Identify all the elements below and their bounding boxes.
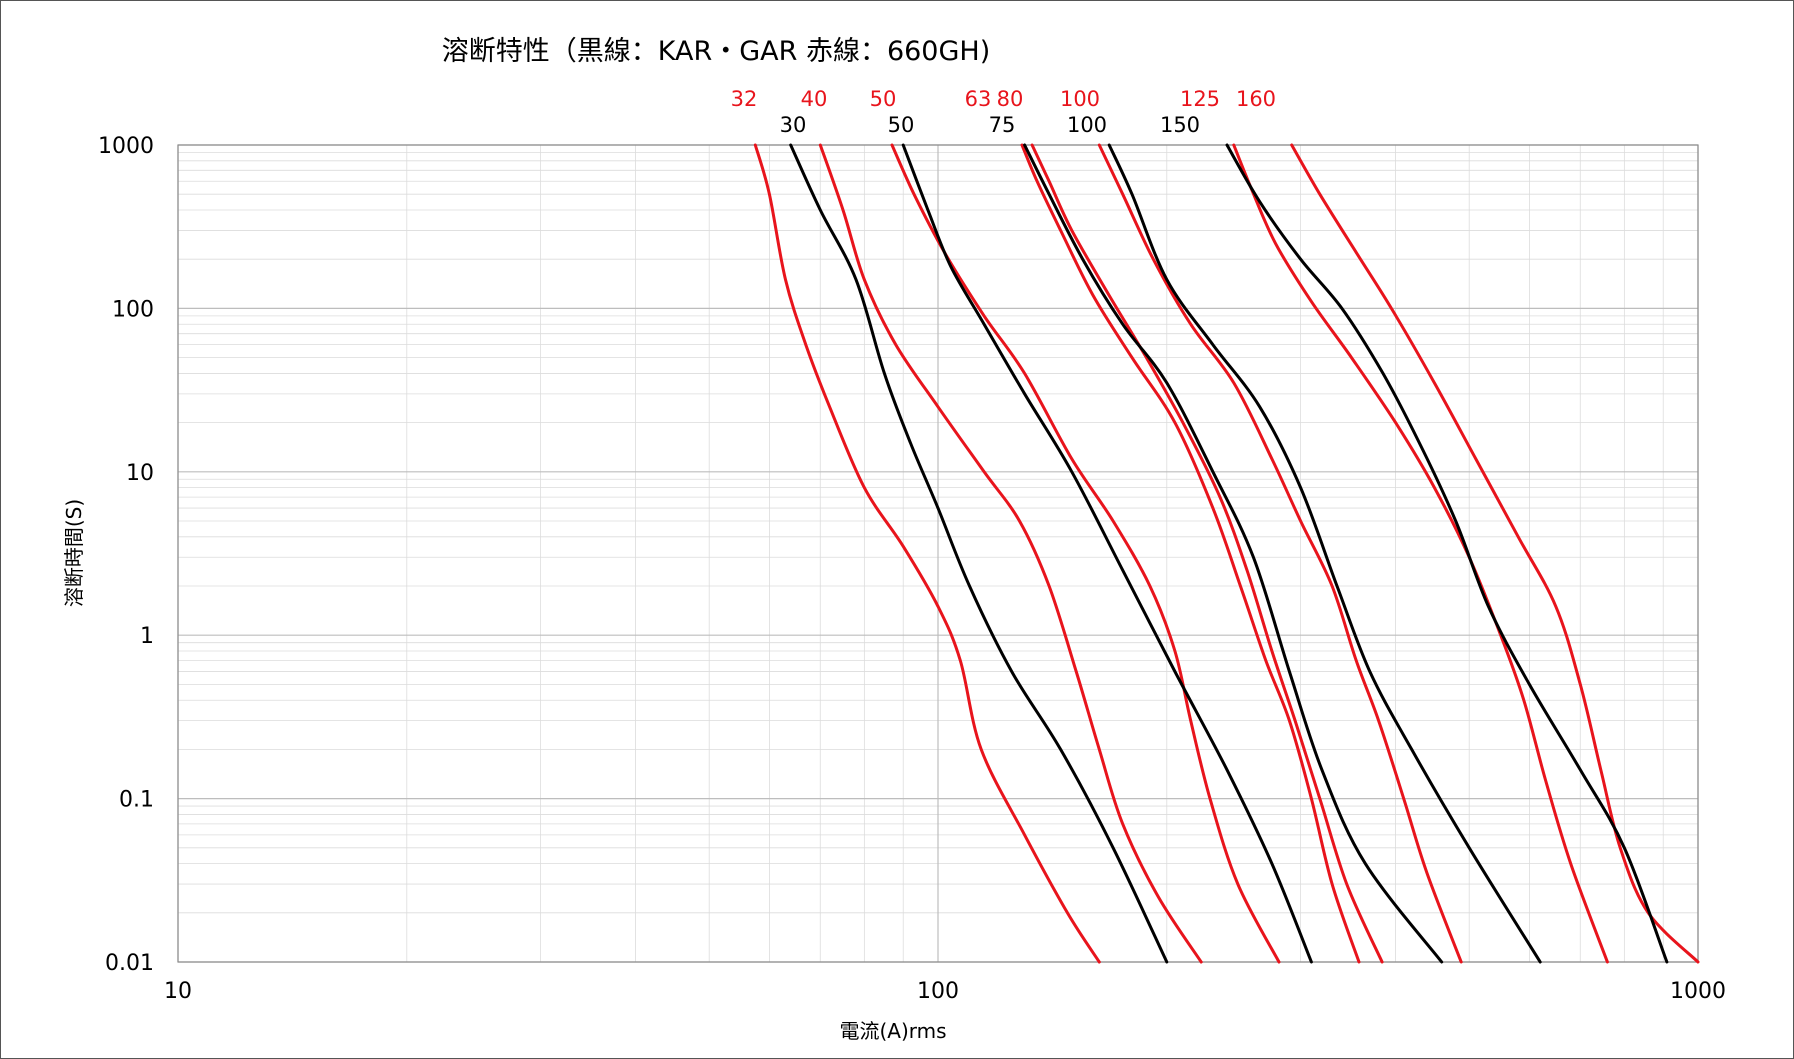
y-axis-label: 溶断時間(S) bbox=[62, 499, 86, 607]
y-tick-labels: 1000 100 10 1 0.1 0.01 bbox=[98, 134, 154, 976]
rating-labels: 32 40 50 63 80 100 125 160 30 50 75 100 150 bbox=[731, 87, 1276, 137]
y-tick-label: 0.1 bbox=[119, 788, 154, 813]
y-tick-label: 1 bbox=[140, 624, 154, 649]
rating-label-red: 50 bbox=[870, 87, 897, 111]
rating-label-red: 40 bbox=[801, 87, 828, 111]
curve-black-100 bbox=[1107, 143, 1542, 964]
fuse-curves bbox=[753, 143, 1700, 964]
x-tick-label: 100 bbox=[917, 979, 959, 1004]
rating-label-red: 160 bbox=[1236, 87, 1276, 111]
curve-black-75 bbox=[1023, 143, 1444, 964]
rating-label-black: 50 bbox=[888, 113, 915, 137]
grid-lines bbox=[177, 144, 1699, 963]
x-tick-label: 1000 bbox=[1670, 979, 1726, 1004]
y-tick-label: 10 bbox=[126, 461, 154, 486]
curve-red-63 bbox=[1020, 143, 1361, 964]
y-tick-label: 0.01 bbox=[105, 951, 154, 976]
plot-area bbox=[177, 144, 1699, 963]
chart-title: 溶断特性（黒線：KAR・GAR 赤線：660GH) bbox=[442, 36, 991, 67]
x-axis-label: 電流(A)rms bbox=[839, 1019, 946, 1043]
y-tick-label: 100 bbox=[112, 297, 154, 322]
x-tick-labels: 10 100 1000 bbox=[164, 979, 1726, 1004]
rating-label-red: 80 bbox=[997, 87, 1024, 111]
rating-label-red: 100 bbox=[1060, 87, 1100, 111]
rating-label-black: 100 bbox=[1067, 113, 1107, 137]
curve-red-80 bbox=[1030, 143, 1384, 964]
curve-black-150 bbox=[1225, 143, 1669, 964]
y-tick-label: 1000 bbox=[98, 134, 154, 159]
rating-label-red: 63 bbox=[965, 87, 992, 111]
rating-label-black: 30 bbox=[780, 113, 807, 137]
curve-red-32 bbox=[753, 143, 1101, 964]
rating-label-black: 150 bbox=[1160, 113, 1200, 137]
curve-red-125 bbox=[1232, 143, 1609, 964]
x-tick-label: 10 bbox=[164, 979, 192, 1004]
curve-red-160 bbox=[1290, 143, 1700, 964]
curve-black-50 bbox=[901, 143, 1313, 964]
rating-label-red: 32 bbox=[731, 87, 758, 111]
rating-label-black: 75 bbox=[989, 113, 1016, 137]
curve-black-30 bbox=[789, 143, 1169, 964]
curve-red-100 bbox=[1097, 143, 1463, 964]
curve-red-40 bbox=[818, 143, 1203, 964]
rating-label-red: 125 bbox=[1180, 87, 1220, 111]
